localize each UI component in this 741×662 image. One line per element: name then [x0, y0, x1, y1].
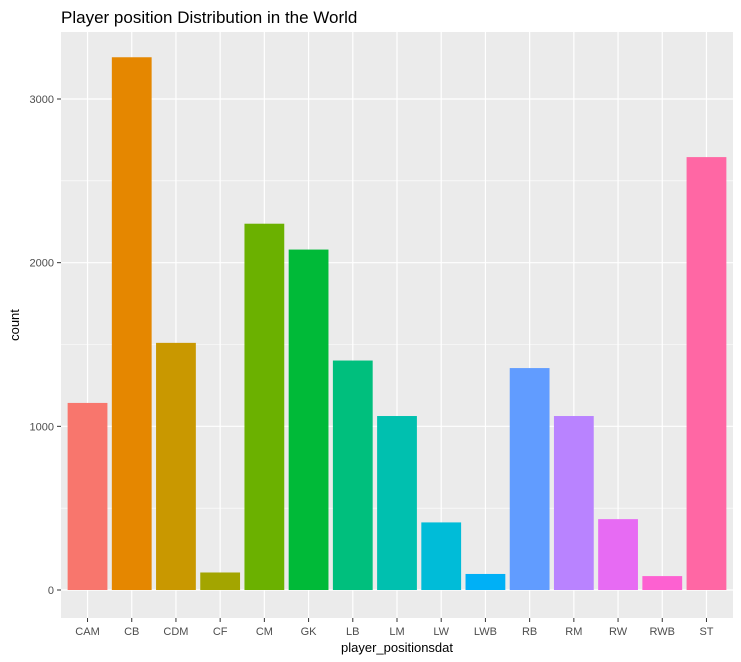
bar-rb: [509, 368, 550, 590]
bar-cb: [111, 57, 152, 590]
bar-lb: [332, 360, 373, 590]
x-tick-label-lw: LW: [433, 626, 449, 638]
bar-lw: [421, 522, 462, 590]
bar-lm: [377, 416, 417, 590]
bar-cam: [67, 402, 108, 590]
x-tick-label-cm: CM: [256, 626, 273, 638]
x-tick-label-lm: LM: [389, 626, 404, 638]
x-tick-label-cf: CF: [213, 626, 228, 638]
x-tick-label-st: ST: [699, 626, 713, 638]
y-tick-label: 0: [48, 585, 54, 597]
y-tick-label: 2000: [30, 258, 54, 270]
bar-gk: [288, 249, 329, 590]
x-axis: CAM CB CDM CF CM GK LB LM LW LWB RB RM RW RWB ST: [75, 618, 714, 638]
y-axis-title: count: [7, 309, 22, 341]
bar-rm: [553, 416, 594, 590]
bar-lwb: [465, 573, 506, 590]
x-tick-label-cdm: CDM: [163, 626, 188, 638]
x-tick-label-rw: RW: [609, 626, 628, 638]
bar-cf: [200, 572, 241, 590]
bar-rw: [598, 519, 638, 590]
bar-cdm: [156, 342, 196, 590]
x-tick-label-gk: GK: [301, 626, 318, 638]
x-tick-label-lb: LB: [346, 626, 359, 638]
x-tick-label-rwb: RWB: [650, 626, 675, 638]
y-tick-label: 3000: [30, 94, 54, 106]
bar-cm: [244, 223, 285, 590]
x-tick-label-rm: RM: [565, 626, 582, 638]
x-tick-label-lwb: LWB: [474, 626, 497, 638]
chart-title: Player position Distribution in the Worl…: [61, 8, 357, 27]
x-tick-label-cam: CAM: [75, 626, 99, 638]
y-tick-label: 1000: [30, 421, 54, 433]
bars: [67, 57, 727, 590]
y-axis: 0 1000 2000 3000: [30, 94, 61, 597]
bar-st: [686, 157, 727, 590]
x-tick-label-cb: CB: [124, 626, 139, 638]
bar-rwb: [642, 576, 683, 590]
x-tick-label-rb: RB: [522, 626, 537, 638]
x-axis-title: player_positionsdat: [341, 640, 453, 655]
